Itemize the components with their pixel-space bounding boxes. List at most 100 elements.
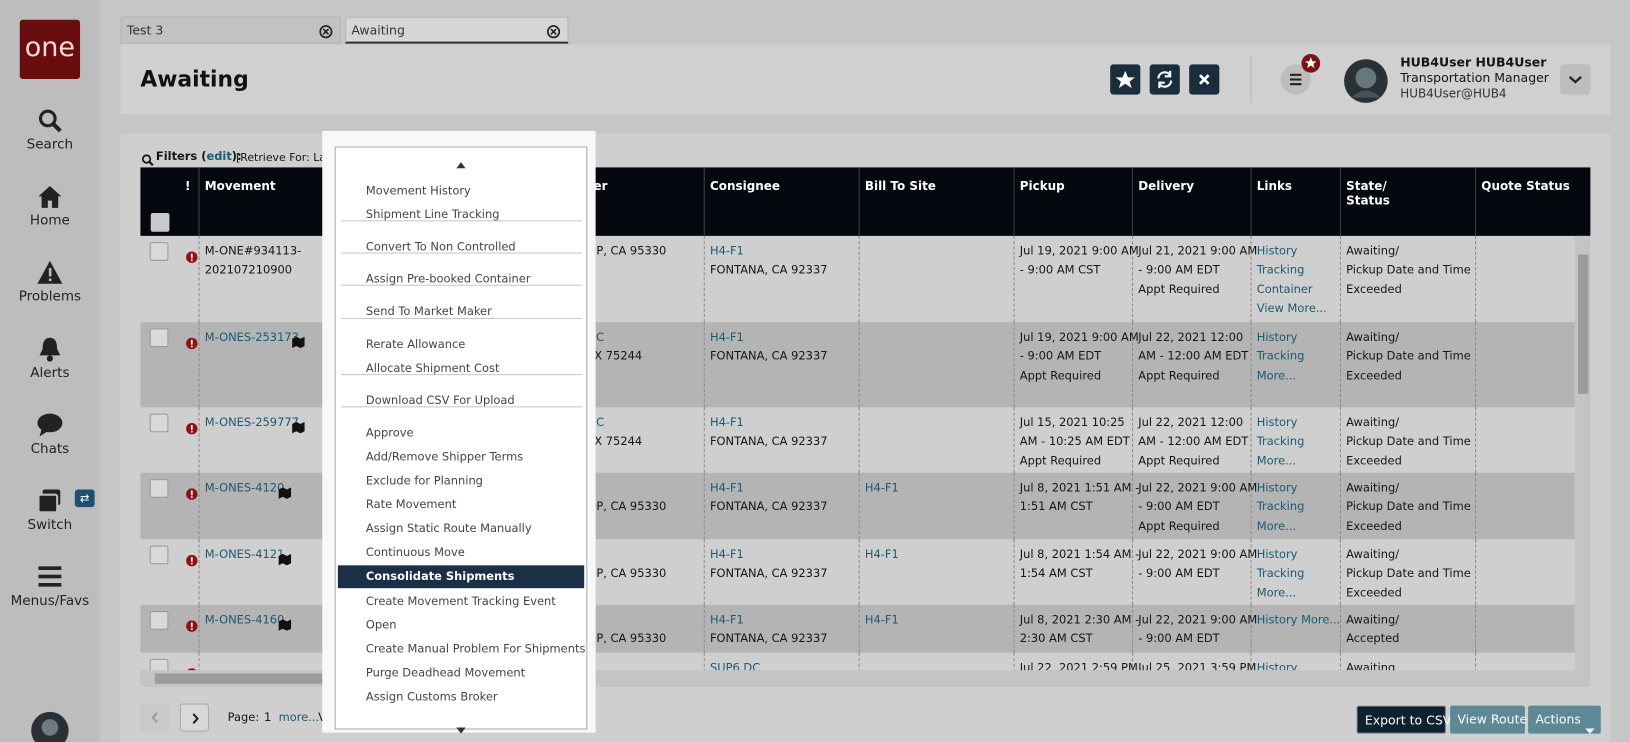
row-checkbox[interactable]	[149, 611, 169, 630]
cell-text[interactable]: Container	[1256, 282, 1313, 296]
h-scroll-thumb[interactable]	[154, 673, 415, 684]
cell-text[interactable]: M-ONES-253173	[204, 330, 299, 344]
menu-item[interactable]: Open	[365, 617, 397, 632]
cell-text[interactable]: Tracking	[1256, 500, 1305, 514]
logo[interactable]: one	[19, 19, 81, 79]
menu-item[interactable]: Rate Movement	[365, 497, 457, 512]
nav-icon[interactable]	[36, 107, 63, 134]
cell-text[interactable]: H4-F1	[709, 244, 744, 258]
nav-label[interactable]: Search	[26, 137, 74, 153]
header-button[interactable]	[1189, 64, 1220, 95]
header-button[interactable]	[1110, 64, 1141, 95]
nav-icon[interactable]	[36, 259, 63, 286]
nav-label[interactable]: Home	[29, 213, 70, 229]
nav-icon[interactable]	[36, 563, 63, 590]
more-pages[interactable]: more...	[278, 710, 320, 725]
footer-button[interactable]: Export to CSV	[1356, 705, 1451, 734]
cell-text[interactable]: H4-F1	[709, 481, 744, 495]
column-header[interactable]: Consignee	[709, 178, 780, 194]
row-checkbox[interactable]	[149, 328, 169, 348]
menu-item[interactable]: Convert To Non Controlled	[365, 240, 516, 254]
menu-scroll-up[interactable]	[456, 153, 466, 169]
menu-item[interactable]: Create Manual Problem For Shipments	[365, 641, 586, 656]
favorites-badge[interactable]	[1300, 53, 1321, 74]
column-header[interactable]: State/ Status	[1346, 178, 1390, 208]
cell-text[interactable]: H4-F1	[709, 330, 744, 344]
cell-text[interactable]: History	[1256, 547, 1298, 562]
menu-item[interactable]: Purge Deadhead Movement	[365, 665, 526, 680]
cell-text[interactable]: More...	[1256, 519, 1297, 533]
header-button[interactable]	[1149, 64, 1180, 95]
user-avatar[interactable]	[1343, 58, 1389, 104]
cell-text[interactable]: M-ONES-4121	[204, 547, 285, 562]
menu-scroll-down[interactable]	[456, 718, 466, 734]
column-header[interactable]: !	[185, 178, 191, 194]
filters-edit[interactable]: edit	[206, 149, 232, 164]
column-header[interactable]: Movement	[204, 178, 276, 194]
cell-text[interactable]: H4-F1	[709, 613, 744, 627]
menu-item[interactable]: Movement History	[365, 183, 471, 198]
column-header[interactable]: Links	[1256, 178, 1293, 194]
cell-text[interactable]: History More...	[1256, 613, 1341, 627]
cell-text[interactable]: More...	[1256, 368, 1297, 383]
column-header[interactable]: Pickup	[1019, 178, 1065, 194]
nav-icon[interactable]	[36, 487, 63, 514]
cell-text[interactable]: History	[1256, 330, 1298, 344]
nav-label[interactable]: Chats	[30, 441, 70, 458]
row-checkbox[interactable]	[149, 545, 169, 565]
menu-item[interactable]: Rerate Allowance	[365, 337, 466, 351]
row-checkbox[interactable]	[149, 658, 169, 671]
tab-close[interactable]	[319, 23, 333, 39]
nav-label[interactable]: Problems	[18, 289, 82, 305]
tab-label[interactable]: Awaiting	[351, 22, 405, 38]
cell-text[interactable]: H4-F1	[864, 613, 899, 627]
cell-text[interactable]: View More...	[1256, 301, 1327, 315]
column-header[interactable]: Quote Status	[1481, 178, 1570, 194]
menu-item[interactable]: Assign Pre-booked Container	[365, 272, 531, 287]
tab-label[interactable]: Test 3	[126, 22, 164, 38]
select-all[interactable]	[150, 213, 170, 232]
cell-text[interactable]: History	[1256, 415, 1298, 430]
menu-item[interactable]: Continuous Move	[365, 545, 465, 560]
tab[interactable]: Awaiting	[345, 16, 569, 44]
cell-text[interactable]: M-ONES-4160	[204, 613, 285, 627]
nav-label[interactable]: Switch	[27, 517, 73, 534]
cell-text[interactable]: M-ONES-259777	[204, 415, 299, 430]
cell-text[interactable]: More...	[1256, 453, 1297, 468]
tab-close[interactable]	[546, 23, 561, 39]
nav-icon[interactable]	[36, 411, 63, 438]
menu-item[interactable]: Exclude for Planning	[365, 473, 483, 488]
prev-page[interactable]	[140, 703, 170, 732]
menu-item[interactable]: Allocate Shipment Cost	[365, 361, 500, 375]
cell-text[interactable]: SUP6 DC	[709, 660, 761, 671]
user-dropdown[interactable]	[1560, 64, 1591, 95]
column-header[interactable]: Delivery	[1138, 178, 1195, 194]
nav-icon[interactable]	[36, 335, 63, 362]
menu-item[interactable]: Approve	[365, 425, 414, 440]
scroll-thumb[interactable]	[1577, 254, 1589, 394]
column-header[interactable]: er	[593, 178, 608, 194]
menu-item[interactable]: Send To Market Maker	[365, 304, 492, 319]
menu-item[interactable]: Shipment Line Tracking	[365, 207, 500, 222]
cell-text[interactable]: H4-F1	[709, 547, 744, 562]
cell-text[interactable]: H4-F1	[864, 547, 899, 562]
footer-button[interactable]: View Route	[1450, 705, 1527, 734]
menu-item[interactable]: Create Movement Tracking Event	[365, 593, 556, 608]
cell-text[interactable]: Tracking	[1256, 566, 1305, 581]
nav-icon[interactable]	[36, 183, 63, 210]
row-checkbox[interactable]	[149, 242, 169, 261]
cell-text[interactable]: Tracking	[1256, 434, 1305, 449]
cell-text[interactable]: H4-F1	[864, 481, 899, 495]
cell-text[interactable]: History	[1256, 481, 1298, 495]
menu-item[interactable]: Assign Customs Broker	[365, 689, 498, 704]
nav-label[interactable]: Alerts	[30, 365, 70, 381]
row-checkbox[interactable]	[149, 479, 169, 498]
menu-item[interactable]: Assign Static Route Manually	[365, 521, 532, 536]
footer-button[interactable]: Actions	[1528, 705, 1601, 734]
column-header[interactable]: Bill To Site	[864, 178, 936, 194]
cell-text[interactable]: Tracking	[1256, 263, 1305, 277]
tab[interactable]: Test 3	[120, 16, 341, 44]
cell-text[interactable]: More...	[1256, 585, 1297, 600]
menu-item[interactable]: Consolidate Shipments	[337, 565, 585, 589]
cell-text[interactable]: M-ONES-4120	[204, 481, 285, 495]
